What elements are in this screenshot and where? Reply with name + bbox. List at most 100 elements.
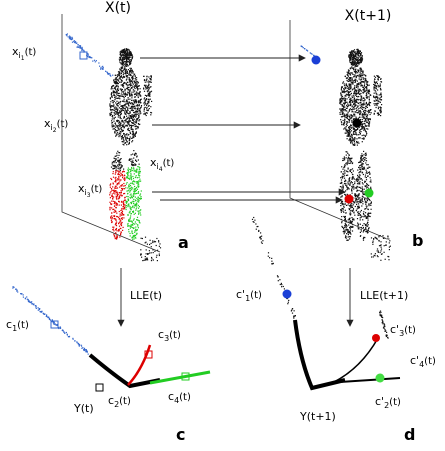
dot xyxy=(138,166,140,168)
dot xyxy=(128,171,130,173)
dot xyxy=(110,191,112,193)
dot xyxy=(125,48,128,50)
dot xyxy=(356,80,358,82)
dot xyxy=(126,137,128,140)
dot xyxy=(123,132,125,135)
dot xyxy=(340,92,342,94)
dot xyxy=(344,119,346,121)
point-label: c'3(t) xyxy=(390,323,416,338)
dot xyxy=(50,319,52,321)
dot xyxy=(340,94,342,96)
dot xyxy=(115,74,117,76)
dot xyxy=(352,59,354,61)
dot xyxy=(351,111,353,113)
dot xyxy=(348,88,350,91)
dot xyxy=(150,111,152,114)
dot xyxy=(349,132,351,134)
dot xyxy=(125,56,127,58)
dot xyxy=(134,80,136,82)
dot xyxy=(382,327,385,329)
dot xyxy=(132,99,134,101)
dot xyxy=(359,110,361,112)
dot xyxy=(59,326,61,328)
dot xyxy=(132,75,134,77)
dot xyxy=(12,286,14,288)
dot xyxy=(37,307,39,309)
dot xyxy=(358,131,361,133)
dot xyxy=(132,187,134,189)
dot xyxy=(344,165,346,167)
dot xyxy=(111,193,113,195)
dot xyxy=(55,324,57,326)
dot xyxy=(352,64,354,66)
dot xyxy=(360,81,362,83)
dot xyxy=(365,110,367,112)
dot xyxy=(147,101,149,103)
dot xyxy=(343,106,346,108)
dot xyxy=(341,207,343,210)
label-part: 3 xyxy=(87,192,91,199)
dot xyxy=(367,89,369,91)
dot xyxy=(353,106,355,108)
dot xyxy=(383,245,385,247)
dot xyxy=(358,189,360,192)
dot xyxy=(380,241,382,243)
dot xyxy=(121,106,123,108)
dot xyxy=(120,194,122,196)
dot xyxy=(374,86,376,88)
dot xyxy=(127,69,129,71)
dot xyxy=(354,197,356,199)
dot xyxy=(119,52,121,54)
dot xyxy=(286,298,288,300)
dot xyxy=(151,258,153,260)
panel-letter: d xyxy=(404,425,415,444)
dot xyxy=(86,350,88,352)
dot xyxy=(129,111,131,113)
dot xyxy=(355,131,357,133)
dot xyxy=(359,223,361,225)
dot xyxy=(137,85,139,87)
dot xyxy=(367,112,369,114)
dot xyxy=(113,233,115,235)
dot xyxy=(360,228,362,231)
dot xyxy=(344,215,346,218)
dot xyxy=(113,211,115,213)
dot xyxy=(349,79,351,81)
dot xyxy=(136,83,138,85)
dot xyxy=(46,316,48,318)
dot xyxy=(130,116,132,118)
dot xyxy=(132,227,134,229)
dot xyxy=(133,173,135,175)
dot xyxy=(118,170,120,173)
dot xyxy=(368,166,370,168)
dot xyxy=(376,238,378,240)
dot xyxy=(347,232,349,234)
dot xyxy=(66,333,68,335)
dot xyxy=(373,96,375,98)
dot xyxy=(115,108,117,110)
dot xyxy=(131,133,133,135)
dot xyxy=(123,82,126,84)
dot xyxy=(341,122,343,124)
dot xyxy=(351,222,353,224)
dot xyxy=(370,179,372,181)
dot xyxy=(125,139,127,141)
dot xyxy=(360,235,362,237)
dot xyxy=(131,158,133,160)
dot xyxy=(363,104,365,106)
dot xyxy=(114,88,117,90)
dot xyxy=(386,331,388,333)
dot xyxy=(121,129,123,131)
dot xyxy=(379,97,381,99)
dot xyxy=(116,238,118,240)
dot xyxy=(117,97,119,99)
dot xyxy=(112,183,114,185)
dot xyxy=(357,83,359,85)
dot xyxy=(347,77,349,79)
dot xyxy=(133,218,135,220)
dot xyxy=(116,77,118,79)
dot xyxy=(111,109,113,111)
dot xyxy=(352,94,355,96)
dot xyxy=(354,201,356,203)
dot xyxy=(119,161,121,163)
